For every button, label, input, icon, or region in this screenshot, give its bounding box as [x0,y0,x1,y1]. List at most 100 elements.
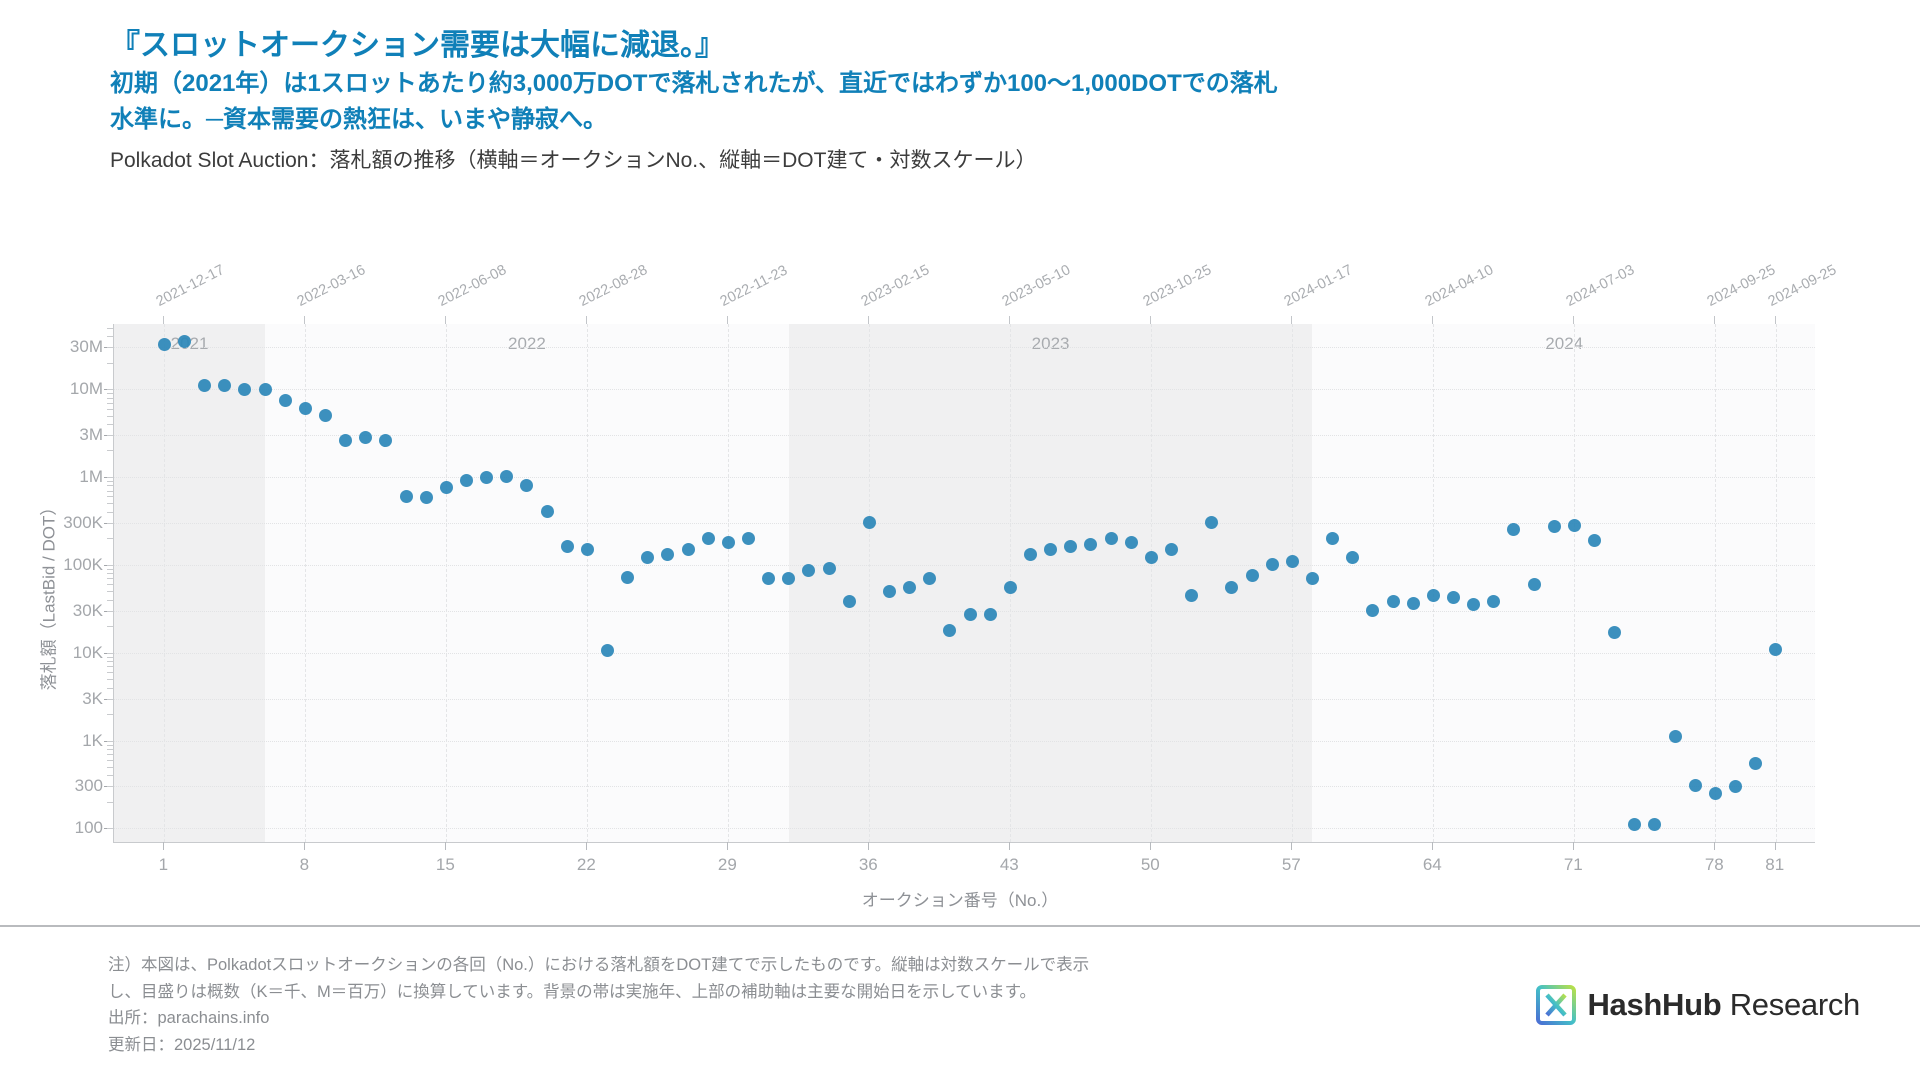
data-point [1608,625,1622,639]
data-point [1728,779,1742,793]
y-tick-minor [107,424,113,426]
y-tick-minor [107,485,113,487]
x-gridline [1775,324,1777,842]
top-date-tick [1009,316,1011,324]
y-tick-minor [107,362,113,364]
y-gridline [114,476,1815,478]
y-tick-label: 300K [63,512,103,532]
data-point [177,334,191,348]
data-point [218,378,232,392]
data-point [419,491,433,505]
data-point [379,433,393,447]
brand-name-light: Research [1721,987,1861,1022]
data-point [439,481,453,495]
data-point [1144,551,1158,565]
y-tick-label: 3K [82,688,103,708]
data-point [822,562,836,576]
data-point [621,570,635,584]
top-date-label: 2024-09-25 [1765,262,1839,310]
top-date-label: 2023-02-15 [859,262,933,310]
top-date-label: 2024-04-10 [1423,262,1497,310]
x-tick-label: 71 [1563,855,1583,874]
data-point [580,542,594,556]
data-point [1205,516,1219,530]
data-point [198,378,212,392]
data-point [1265,558,1279,572]
data-point [459,474,473,488]
x-gridline [587,324,589,842]
x-tick-mark [1150,842,1152,850]
y-tick-minor [107,568,113,570]
data-point [1386,595,1400,609]
data-point [1366,604,1380,618]
y-tick-label: 1M [79,466,103,486]
data-point [1044,542,1058,556]
data-point [842,595,856,609]
data-point [641,551,655,565]
y-tick-minor [107,578,113,580]
data-point [520,478,534,492]
y-gridline [114,347,1815,349]
y-tick-minor [107,496,113,498]
y-tick-minor [107,347,113,349]
top-date-tick [304,316,306,324]
y-gridline [114,828,1815,830]
y-tick-minor [107,786,113,788]
y-tick-minor [107,397,113,399]
data-point [741,531,755,545]
brand-text: HashHub Research [1587,987,1860,1023]
y-tick-minor [107,744,113,746]
y-gridline [114,564,1815,566]
x-tick-mark [163,842,165,850]
data-point [802,564,816,578]
page-title-line1: 『スロットオークション需要は大幅に減退。』 [110,29,725,62]
year-band-2024 [1312,324,1816,842]
page-title-line3: 水準に。─資本需要の熱狂は、いまや静寂へ。 [110,106,608,134]
data-point [983,608,997,622]
y-tick-label: 100 [74,818,103,838]
data-point [157,338,171,352]
y-tick-minor [107,511,113,513]
y-tick-label: 3M [79,424,103,444]
x-gridline [1715,324,1717,842]
x-tick-mark [304,842,306,850]
y-tick-label: 300 [74,776,103,796]
data-point [903,581,917,595]
data-point [1769,642,1783,656]
x-tick-mark [1291,842,1293,850]
y-tick-label: 30K [72,600,103,620]
data-point [1688,778,1702,792]
x-tick-label: 78 [1704,855,1724,874]
data-point [963,608,977,622]
y-tick-minor [107,610,113,612]
x-tick-mark [445,842,447,850]
data-point [258,382,272,396]
y-tick-label: 100K [63,554,103,574]
data-point [600,644,614,658]
top-date-label: 2024-01-17 [1282,262,1356,310]
y-tick-minor [107,393,113,395]
y-gridline [114,434,1815,436]
data-point [1064,540,1078,554]
data-point [560,540,574,554]
top-date-tick [586,316,588,324]
y-tick-minor [107,450,113,452]
data-point [540,505,554,519]
data-point [359,431,373,445]
y-gridline [114,740,1815,742]
top-date-label: 2023-05-10 [1000,262,1074,310]
data-point [681,542,695,556]
y-tick-minor [107,672,113,674]
data-point [1305,571,1319,585]
y-tick-minor [107,828,113,830]
y-tick-minor [107,564,113,566]
x-gridline [728,324,730,842]
y-tick-minor [107,402,113,404]
x-gridline [164,324,166,842]
footnote-line1: 注）本図は、Polkadotスロットオークションの各回（No.）における落札額を… [108,956,1090,974]
header: 『スロットオークション需要は大幅に減退。』 初期（2021年）は1スロットあたり… [110,26,1870,176]
y-tick-minor [107,389,113,391]
y-tick-minor [107,336,113,338]
top-date-tick [163,316,165,324]
y-tick-minor [107,760,113,761]
